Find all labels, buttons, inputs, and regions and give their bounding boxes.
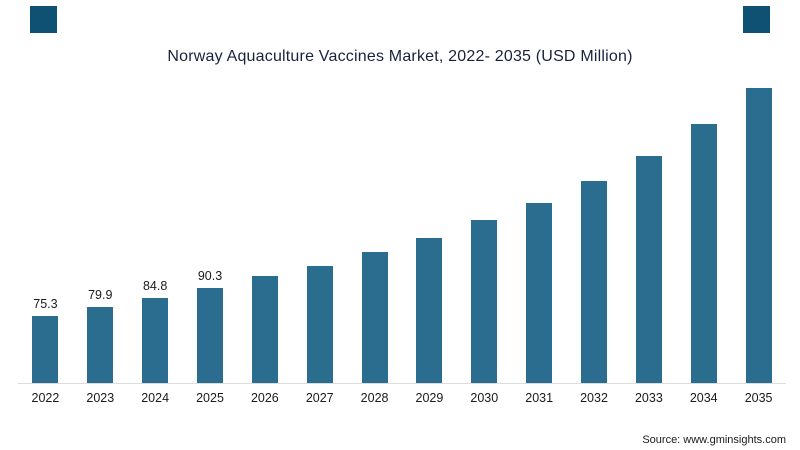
bar-column [512, 83, 567, 383]
bar [416, 238, 443, 383]
x-axis-label: 2034 [689, 391, 718, 405]
bar [635, 156, 662, 383]
bar-column: 90.3 [183, 83, 238, 383]
bar [745, 88, 772, 383]
bar [690, 124, 717, 383]
bar [306, 266, 333, 383]
corner-accent-right-square [743, 6, 770, 33]
bar [197, 288, 223, 383]
bar-column: 84.8 [128, 83, 183, 383]
x-axis-label: 2023 [86, 391, 115, 405]
x-axis-label: 2027 [305, 391, 334, 405]
bar [581, 181, 608, 383]
bar-column: 75.3 [18, 83, 73, 383]
bar-column: 79.9 [73, 83, 128, 383]
bar-column [457, 83, 512, 383]
x-axis-label: 2035 [744, 391, 773, 405]
bars-row: 75.3 79.9 84.8 90.3 [18, 83, 786, 384]
bar-column [347, 83, 402, 383]
bar-value-label: 79.9 [88, 288, 113, 302]
bar-column [567, 83, 622, 383]
x-axis-labels-row: 2022 2023 2024 2025 2026 2027 2028 2029 2030 2031… [18, 391, 786, 405]
bar-value-label: 90.3 [197, 269, 223, 283]
x-axis-label: 2028 [360, 391, 389, 405]
x-axis-label: 2022 [31, 391, 60, 405]
bar [526, 203, 553, 383]
bar-column [292, 83, 347, 383]
bar-column [731, 83, 786, 383]
x-axis-label: 2029 [415, 391, 444, 405]
bar-value-label: 84.8 [142, 279, 168, 293]
bar-value-label: 75.3 [33, 297, 58, 311]
x-axis-label: 2031 [525, 391, 554, 405]
source-attribution: Source: www.gminsights.com [642, 434, 786, 446]
chart-title: Norway Aquaculture Vaccines Market, 2022… [167, 48, 633, 65]
bar [251, 276, 278, 383]
bar [471, 220, 498, 383]
bar-column [621, 83, 676, 383]
plot-area: 75.3 79.9 84.8 90.3 2022 2023 2024 2025 2026 202… [18, 83, 786, 405]
bar [32, 316, 59, 383]
bar-column [676, 83, 731, 383]
x-axis-label: 2032 [580, 391, 608, 405]
bar [87, 307, 114, 383]
corner-accent-left-square [30, 6, 57, 33]
bar-column [237, 83, 292, 383]
x-axis-label: 2025 [196, 391, 224, 405]
x-axis-label: 2026 [250, 391, 279, 405]
bar-column [402, 83, 457, 383]
x-axis-label: 2024 [141, 391, 170, 405]
x-axis-label: 2030 [470, 391, 499, 405]
bar [361, 252, 388, 383]
x-axis-label: 2033 [634, 391, 663, 405]
bar [142, 298, 169, 383]
